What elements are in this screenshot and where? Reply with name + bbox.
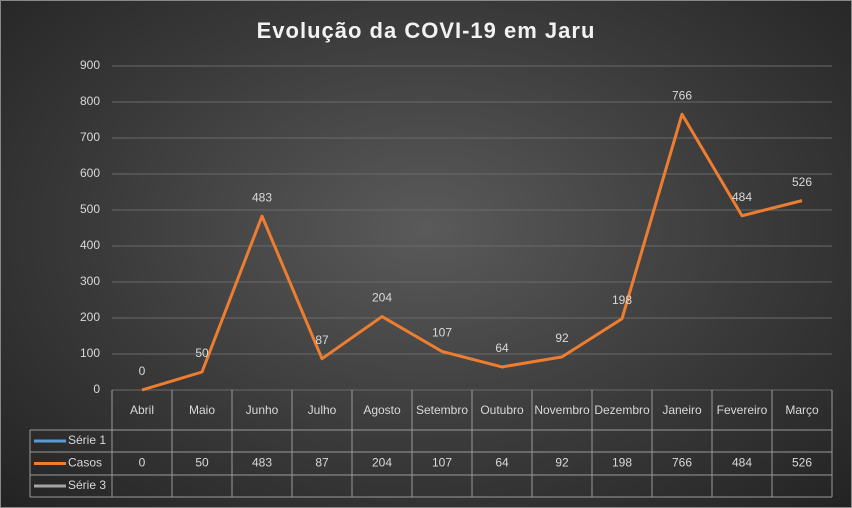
y-tick-label: 900 xyxy=(80,58,100,72)
data-label: 484 xyxy=(732,190,752,204)
table-value: 107 xyxy=(432,456,452,470)
y-tick-label: 300 xyxy=(80,274,100,288)
table-value: 204 xyxy=(372,456,392,470)
x-tick-label: Outubro xyxy=(480,402,524,417)
x-tick-label: Agosto xyxy=(363,402,401,417)
data-label: 526 xyxy=(792,175,812,189)
table-value: 87 xyxy=(315,456,329,470)
data-label: 92 xyxy=(555,331,569,345)
y-tick-label: 700 xyxy=(80,130,100,144)
table-value: 92 xyxy=(555,456,569,470)
x-tick-label: Junho xyxy=(245,402,279,417)
x-tick-label: Abril xyxy=(129,402,154,417)
chart-title: Evolução da COVI-19 em Jaru xyxy=(257,18,596,43)
data-label: 198 xyxy=(612,293,632,307)
table-value: 50 xyxy=(195,456,209,470)
data-label: 87 xyxy=(315,333,329,347)
x-tick-label: Março xyxy=(785,402,819,417)
table-value: 766 xyxy=(672,456,692,470)
y-tick-label: 100 xyxy=(80,346,100,360)
y-tick-label: 200 xyxy=(80,310,100,324)
data-label: 50 xyxy=(195,346,209,360)
data-label: 107 xyxy=(432,326,452,340)
x-tick-label: Dezembro xyxy=(594,402,650,417)
series-line xyxy=(141,112,803,392)
x-tick-label: Novembro xyxy=(534,402,590,417)
data-label: 0 xyxy=(139,364,146,378)
x-tick-label: Fevereiro xyxy=(716,402,768,417)
y-tick-label: 500 xyxy=(80,202,100,216)
y-tick-label: 0 xyxy=(93,382,100,396)
data-label: 483 xyxy=(252,190,272,204)
data-label: 766 xyxy=(672,88,692,102)
table-value: 483 xyxy=(252,456,272,470)
legend-label: Série 1 xyxy=(68,433,106,447)
table-value: 526 xyxy=(792,456,812,470)
y-tick-label: 400 xyxy=(80,238,100,252)
legend-label: Casos xyxy=(68,456,102,470)
x-tick-label: Julho xyxy=(307,402,337,417)
legend-label: Série 3 xyxy=(68,478,106,492)
data-label: 204 xyxy=(372,291,392,305)
x-tick-label: Setembro xyxy=(415,402,469,417)
y-tick-label: 800 xyxy=(80,94,100,108)
x-tick-label: Janeiro xyxy=(662,402,702,417)
y-tick-label: 600 xyxy=(80,166,100,180)
x-tick-label: Maio xyxy=(188,402,215,417)
table-value: 64 xyxy=(495,456,509,470)
table-value: 198 xyxy=(612,456,632,470)
table-value: 0 xyxy=(139,456,146,470)
table-value: 484 xyxy=(732,456,752,470)
data-label: 64 xyxy=(495,341,509,355)
